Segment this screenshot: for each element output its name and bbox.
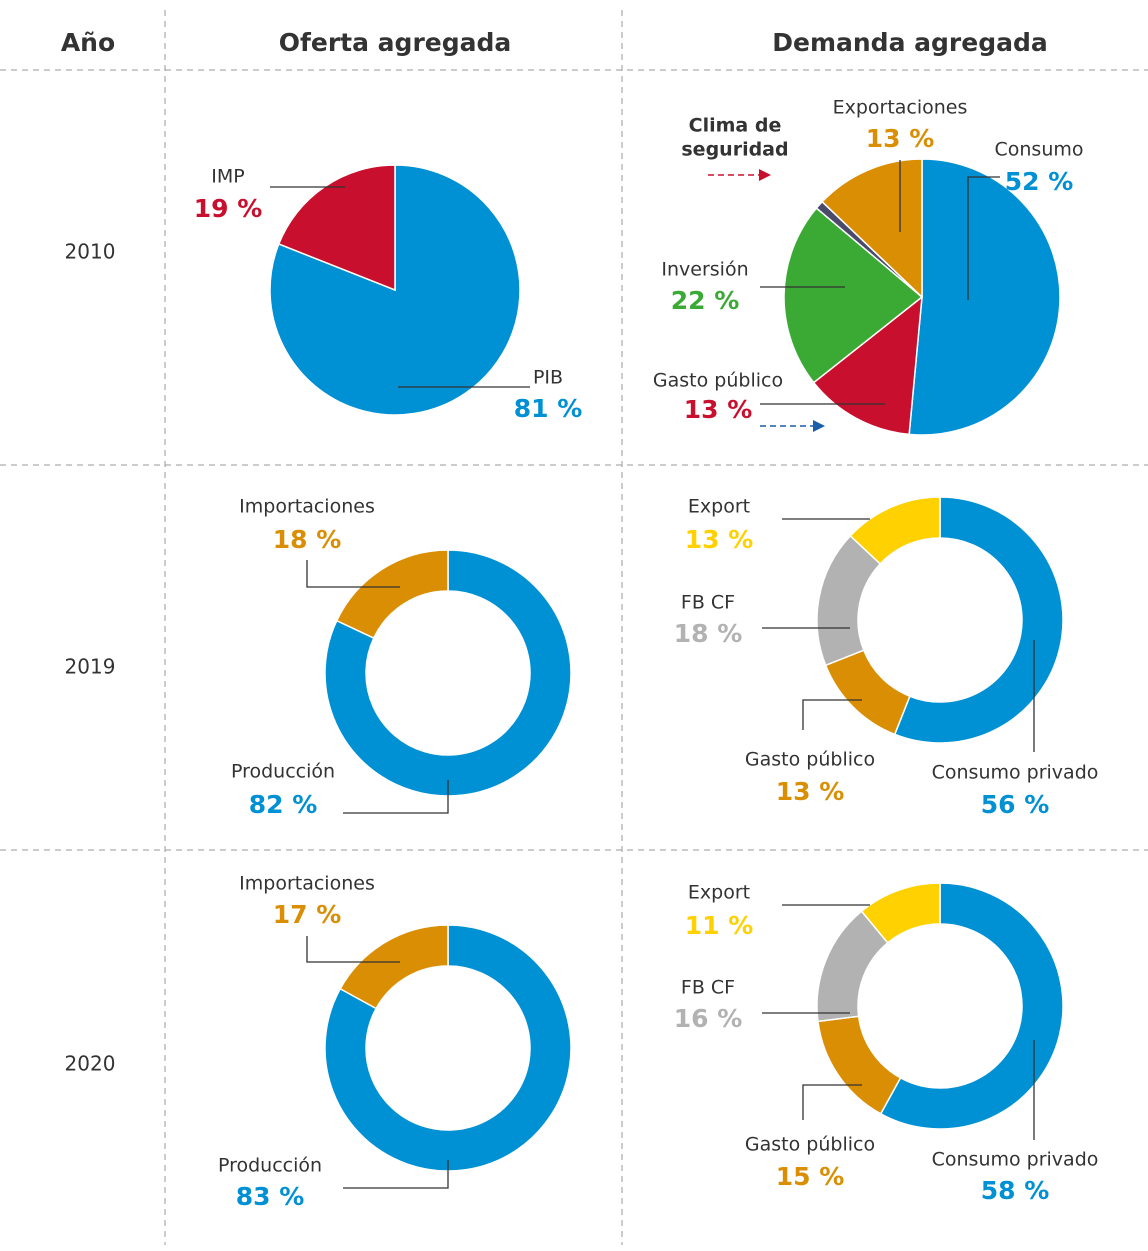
slice: [812, 295, 923, 436]
slice-label: Gasto público: [653, 370, 783, 392]
year: 2020: [65, 1052, 116, 1076]
slice-label: Exportaciones: [833, 97, 968, 119]
year: 2010: [65, 240, 116, 264]
slice: [908, 158, 1061, 436]
annotation: seguridad: [681, 139, 788, 161]
slice-label: Consumo: [994, 139, 1083, 161]
header: Demanda agregada: [772, 28, 1047, 57]
slice: [339, 924, 449, 1010]
value-label: 82 %: [249, 790, 318, 819]
leader-line: [343, 780, 449, 814]
value-label: 13 %: [776, 777, 845, 806]
leader-line: [967, 176, 1000, 300]
annotation: Clima de: [689, 115, 782, 137]
value-label: 13 %: [685, 525, 754, 554]
value-label: 16 %: [674, 1004, 743, 1033]
leader-line: [802, 699, 862, 730]
slice-label: Importaciones: [239, 496, 375, 518]
slice: [879, 882, 1064, 1130]
value-label: 83 %: [236, 1182, 305, 1211]
slice-label: Inversión: [661, 259, 748, 281]
slice-label: Export: [688, 496, 750, 518]
value-label: 22 %: [671, 286, 740, 315]
value-label: 13 %: [866, 124, 935, 153]
slice: [824, 649, 911, 736]
slice-label: Gasto público: [745, 1134, 875, 1156]
slice-label: FB CF: [681, 592, 735, 614]
value-label: 19 %: [194, 194, 263, 223]
slice-label: Consumo privado: [932, 762, 1099, 784]
slice: [324, 924, 572, 1172]
value-label: 13 %: [684, 395, 753, 424]
leader-line: [306, 560, 400, 588]
value-label: 18 %: [674, 619, 743, 648]
slice: [324, 549, 572, 797]
value-label: 52 %: [1005, 167, 1074, 196]
value-label: 18 %: [273, 525, 342, 554]
slice: [335, 549, 449, 640]
leader-line: [802, 1084, 862, 1120]
value-label: 81 %: [514, 394, 583, 423]
slice-label: Export: [688, 882, 750, 904]
slice-label: Consumo privado: [932, 1149, 1099, 1171]
slice-label: Importaciones: [239, 873, 375, 895]
value-label: 56 %: [981, 790, 1050, 819]
leader-line: [343, 1160, 449, 1189]
slice-label: PIB: [533, 367, 563, 389]
slice-label: FB CF: [681, 977, 735, 999]
value-label: 15 %: [776, 1162, 845, 1191]
slice-label: Producción: [218, 1155, 322, 1177]
leader-line: [306, 936, 400, 963]
slice: [893, 496, 1064, 744]
slice-label: IMP: [211, 166, 244, 188]
slice: [860, 882, 941, 944]
header: Oferta agregada: [279, 28, 512, 57]
slice: [817, 1015, 902, 1115]
value-label: 58 %: [981, 1176, 1050, 1205]
header: Año: [61, 28, 115, 57]
value-label: 11 %: [685, 911, 754, 940]
year: 2019: [65, 655, 116, 679]
value-label: 17 %: [273, 900, 342, 929]
slice: [269, 164, 521, 416]
slice: [821, 158, 923, 299]
slice: [849, 496, 941, 565]
slice-label: Producción: [231, 761, 335, 783]
slice-label: Gasto público: [745, 749, 875, 771]
slice: [783, 207, 924, 384]
